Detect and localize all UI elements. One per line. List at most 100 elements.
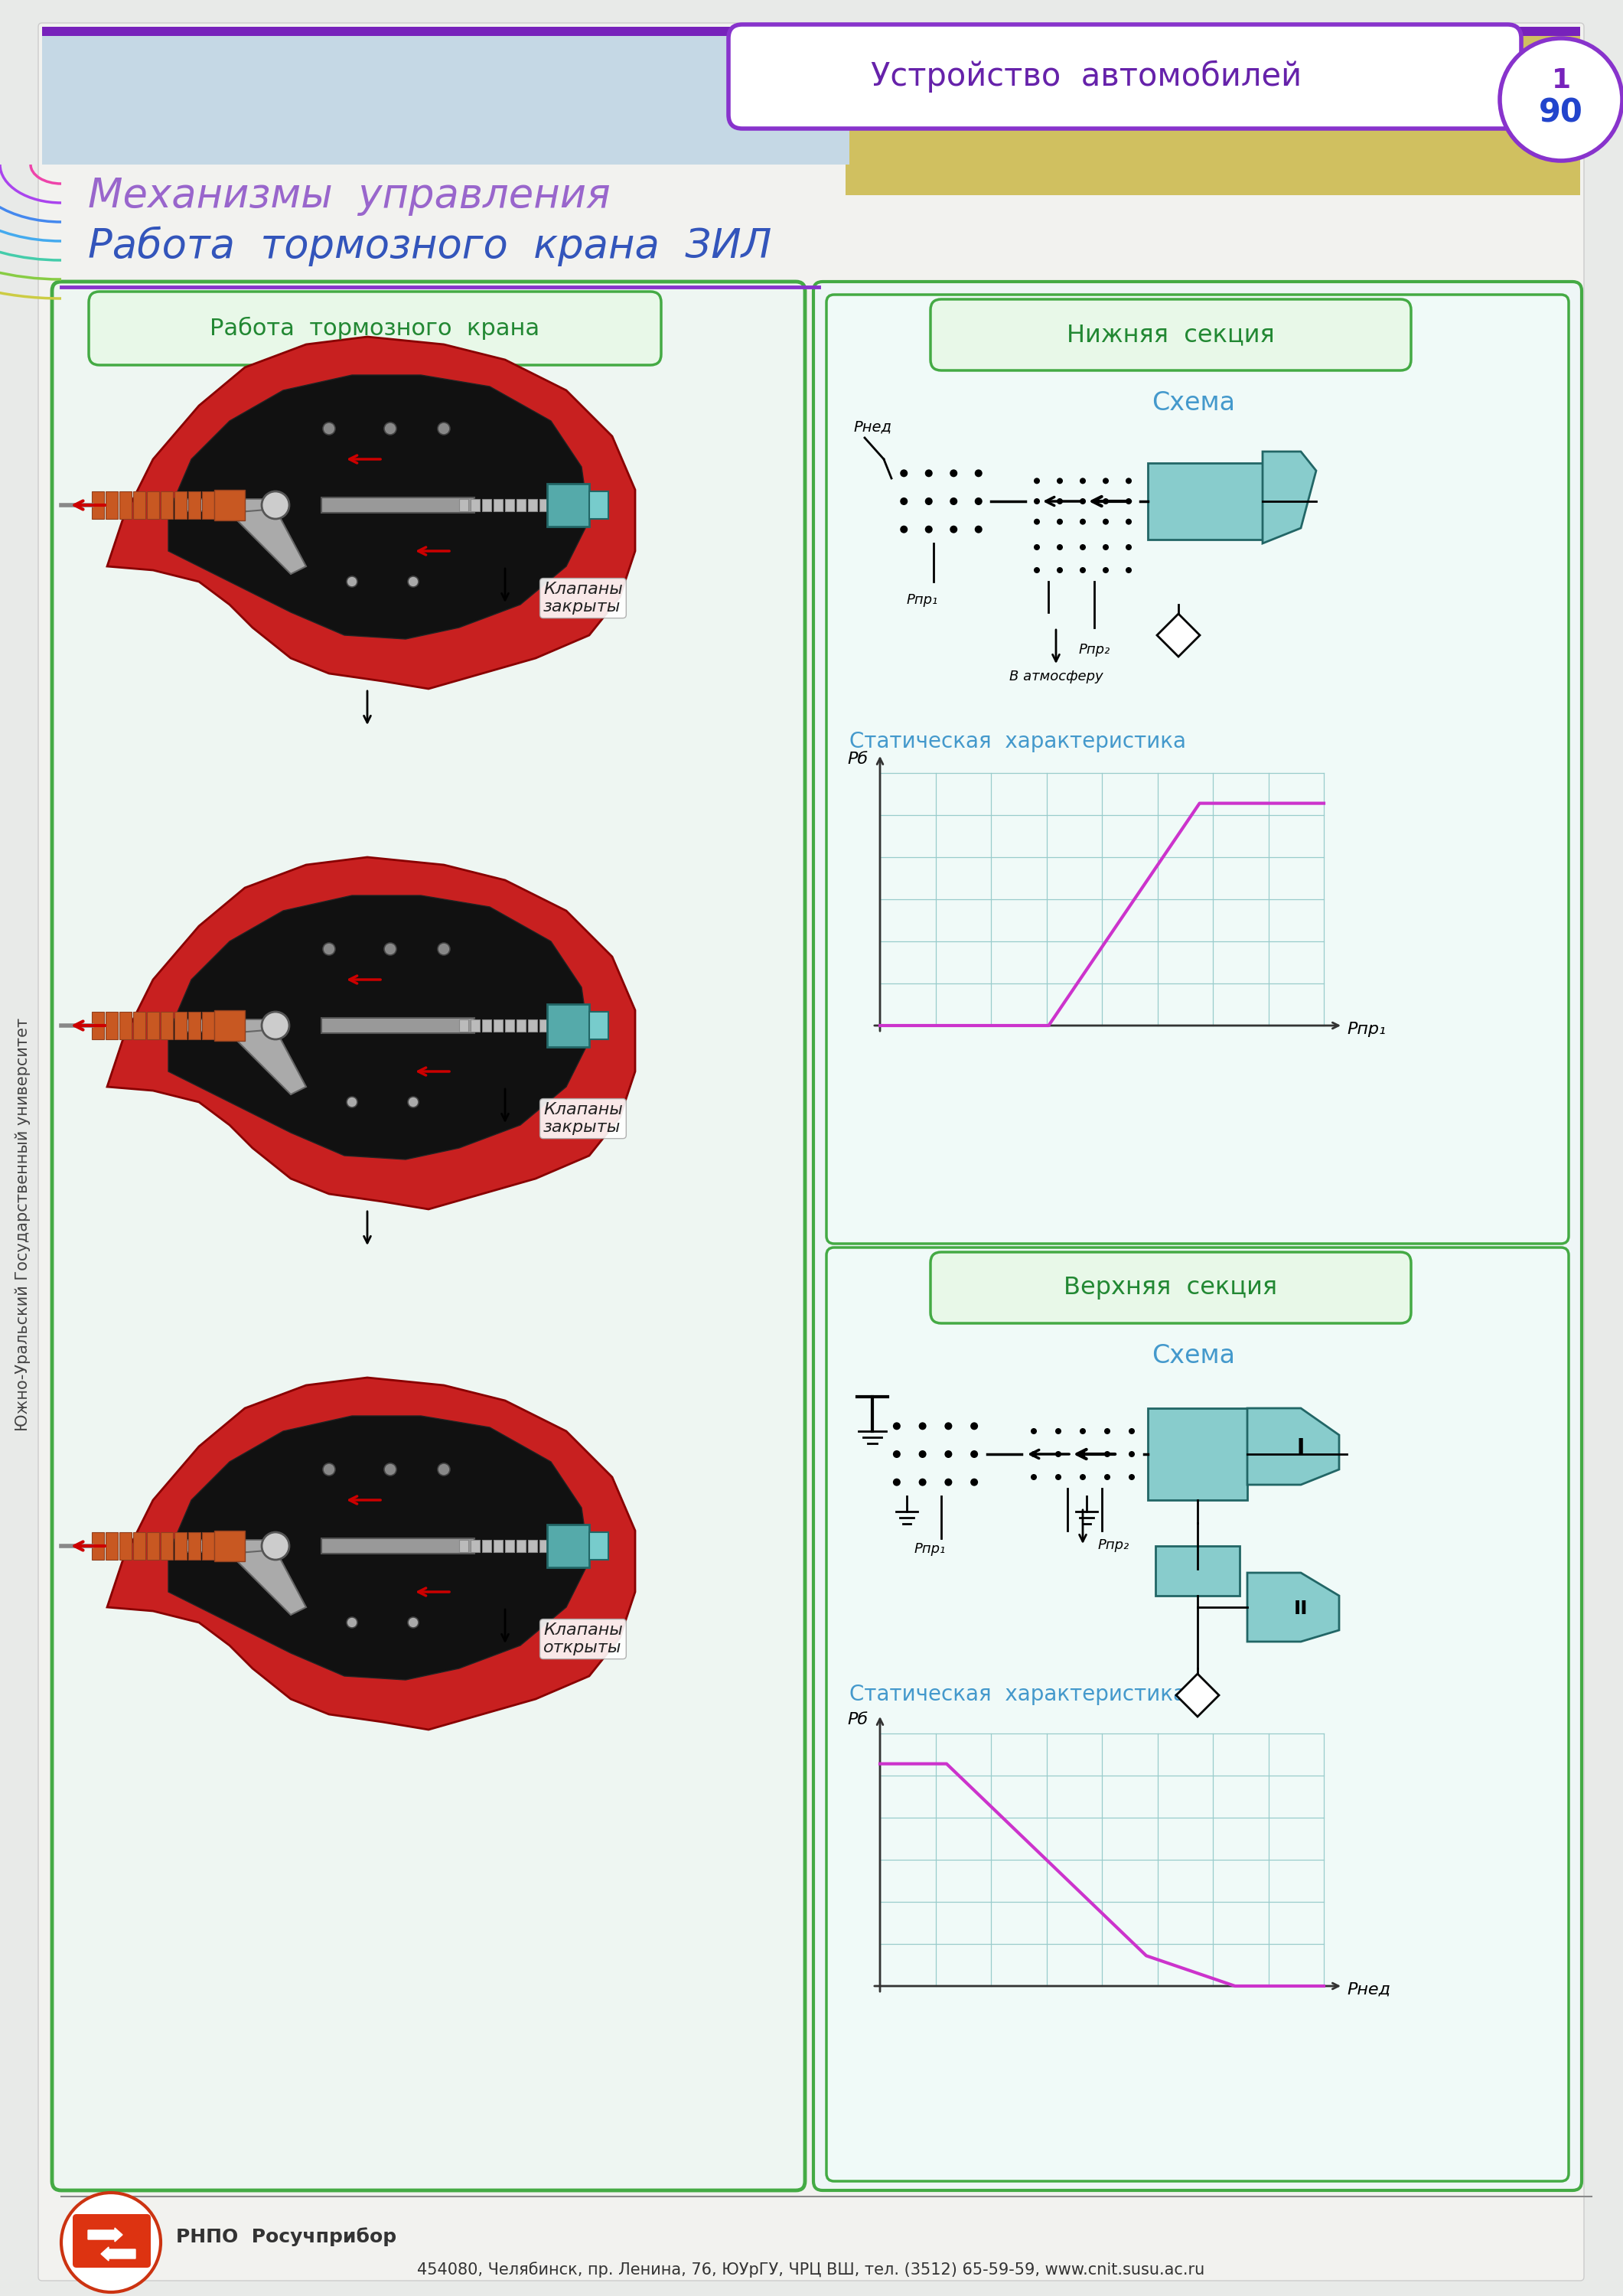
Text: Схема: Схема	[1152, 1343, 1235, 1368]
Circle shape	[1128, 1474, 1134, 1481]
Bar	[105, 1013, 118, 1040]
Circle shape	[975, 468, 982, 478]
Bar	[516, 498, 526, 512]
Circle shape	[1055, 1428, 1061, 1435]
Bar	[321, 498, 474, 512]
Circle shape	[1079, 498, 1086, 505]
Text: Pнед: Pнед	[1347, 1981, 1391, 1998]
Circle shape	[1057, 567, 1063, 574]
FancyBboxPatch shape	[930, 298, 1410, 370]
Bar	[1026, 535, 1139, 581]
Polygon shape	[169, 374, 589, 638]
Circle shape	[919, 1479, 927, 1486]
Circle shape	[1034, 544, 1040, 551]
Circle shape	[1128, 1428, 1134, 1435]
Circle shape	[1034, 567, 1040, 574]
Circle shape	[1102, 519, 1109, 526]
Circle shape	[1034, 478, 1040, 484]
Circle shape	[1057, 519, 1063, 526]
Circle shape	[919, 1421, 927, 1430]
Bar	[516, 1019, 526, 1031]
Text: Работа  тормозного  крана  ЗИЛ: Работа тормозного крана ЗИЛ	[88, 225, 771, 266]
Bar	[183, 1019, 276, 1031]
Text: Pпр₁: Pпр₁	[906, 592, 938, 606]
Text: Клапаны
закрыты: Клапаны закрыты	[544, 1102, 623, 1134]
Bar	[214, 489, 245, 521]
Circle shape	[901, 498, 907, 505]
Bar	[201, 1531, 214, 1559]
Text: Статическая  характеристика: Статическая характеристика	[849, 730, 1186, 753]
Bar	[105, 1531, 118, 1559]
Bar	[459, 498, 469, 512]
Text: 90: 90	[1539, 96, 1582, 129]
Bar	[527, 1019, 537, 1031]
Polygon shape	[1248, 1573, 1339, 1642]
Circle shape	[261, 1531, 289, 1559]
Bar	[505, 498, 514, 512]
Circle shape	[893, 1421, 901, 1430]
FancyBboxPatch shape	[89, 292, 661, 365]
Bar	[174, 1013, 187, 1040]
Circle shape	[385, 944, 396, 955]
Text: Pпр₁: Pпр₁	[914, 1543, 946, 1557]
Text: II: II	[1294, 1600, 1308, 1619]
FancyBboxPatch shape	[52, 282, 805, 2190]
Text: 1: 1	[1552, 67, 1571, 94]
Polygon shape	[107, 856, 635, 1210]
Circle shape	[438, 422, 450, 434]
Polygon shape	[169, 1417, 589, 1681]
Circle shape	[1031, 1474, 1037, 1481]
Bar	[183, 498, 276, 512]
Bar	[539, 1541, 549, 1552]
FancyArrow shape	[88, 2227, 122, 2241]
Text: 454080, Челябинск, пр. Ленина, 76, ЮУрГУ, ЧРЦ ВШ, тел. (3512) 65-59-59, www.cnit: 454080, Челябинск, пр. Ленина, 76, ЮУрГУ…	[417, 2262, 1204, 2278]
Text: Pнед: Pнед	[854, 420, 891, 434]
Bar	[846, 28, 1581, 195]
FancyBboxPatch shape	[729, 25, 1521, 129]
Bar	[321, 1538, 474, 1554]
Bar	[321, 1017, 474, 1033]
Polygon shape	[229, 510, 307, 574]
Bar	[885, 1412, 987, 1497]
Bar	[133, 491, 146, 519]
Circle shape	[347, 1616, 357, 1628]
Bar	[547, 484, 589, 526]
Bar	[214, 1531, 245, 1561]
Circle shape	[945, 1421, 953, 1430]
Bar	[93, 1531, 104, 1559]
FancyBboxPatch shape	[73, 2213, 151, 2268]
Bar	[148, 1531, 159, 1559]
Bar	[459, 1019, 469, 1031]
Text: Pпр₂: Pпр₂	[1078, 643, 1110, 657]
Circle shape	[347, 1097, 357, 1107]
Bar	[1021, 1419, 1144, 1488]
Circle shape	[1031, 1428, 1037, 1435]
Circle shape	[1079, 1474, 1086, 1481]
Bar	[161, 491, 174, 519]
Circle shape	[1104, 1428, 1110, 1435]
Circle shape	[1102, 478, 1109, 484]
Bar	[161, 1531, 174, 1559]
Circle shape	[971, 1451, 979, 1458]
Bar	[482, 1019, 492, 1031]
Bar	[516, 1541, 526, 1552]
Bar	[589, 491, 609, 519]
Bar	[471, 498, 480, 512]
Bar	[174, 491, 187, 519]
Circle shape	[949, 498, 958, 505]
Circle shape	[438, 1463, 450, 1476]
Bar	[471, 1541, 480, 1552]
Text: Механизмы  управления: Механизмы управления	[88, 177, 610, 216]
Circle shape	[1126, 498, 1131, 505]
Circle shape	[261, 491, 289, 519]
Circle shape	[62, 2193, 161, 2291]
Circle shape	[1128, 1451, 1134, 1458]
Circle shape	[925, 526, 933, 533]
Circle shape	[1104, 1451, 1110, 1458]
Circle shape	[347, 576, 357, 588]
Bar	[527, 498, 537, 512]
FancyBboxPatch shape	[826, 294, 1569, 1244]
Bar	[547, 1003, 589, 1047]
Bar	[216, 1013, 227, 1040]
Bar	[133, 1531, 146, 1559]
